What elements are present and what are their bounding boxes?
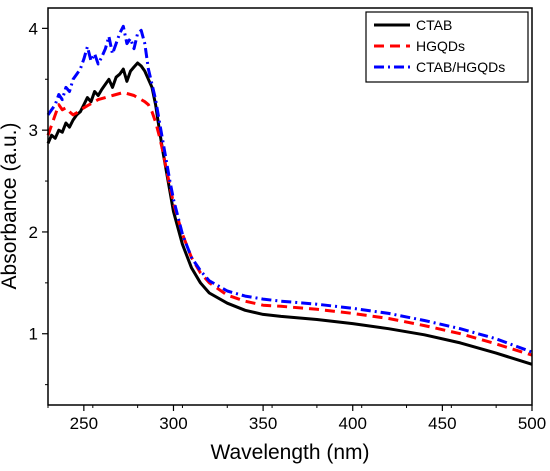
legend-label: CTAB/HGQDs xyxy=(416,59,505,75)
plot-layer xyxy=(46,24,533,366)
x-axis-ticks: 250 300 350 400 450 500 xyxy=(47,405,546,433)
series-line-ctab-hgqds xyxy=(46,24,533,354)
x-tick-label: 300 xyxy=(159,414,187,433)
series-line-ctab xyxy=(46,61,533,366)
x-tick-label: 350 xyxy=(249,414,277,433)
x-tick-label: 450 xyxy=(428,414,456,433)
x-tick-label: 500 xyxy=(518,414,546,433)
legend-label: CTAB xyxy=(416,17,452,33)
y-tick-label: 4 xyxy=(29,19,38,38)
y-axis-ticks: 1 2 3 4 xyxy=(29,19,48,386)
y-tick-label: 1 xyxy=(29,325,38,344)
x-tick-label: 400 xyxy=(339,414,367,433)
y-axis-label: Absorbance (a.u.) xyxy=(0,123,21,290)
y-tick-label: 3 xyxy=(29,121,38,140)
y-tick-label: 2 xyxy=(29,223,38,242)
plot-frame xyxy=(47,7,533,406)
x-tick-label: 250 xyxy=(70,414,98,433)
legend-label: HGQDs xyxy=(416,38,465,54)
legend-items: CTAB HGQDs CTAB/HGQDs xyxy=(374,17,505,75)
x-axis-label: Wavelength (nm) xyxy=(210,441,369,464)
legend: CTAB HGQDs CTAB/HGQDs xyxy=(365,11,529,83)
